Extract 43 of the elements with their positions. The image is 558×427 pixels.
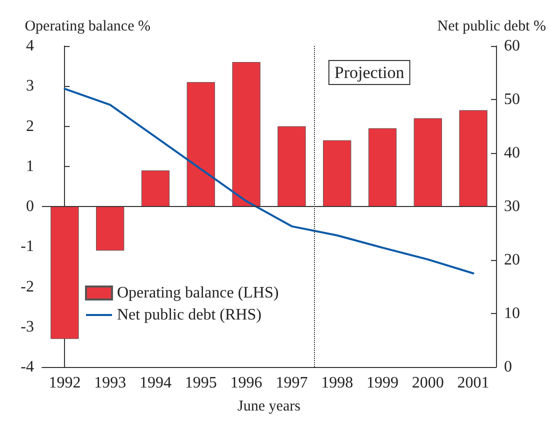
bar [323, 140, 352, 206]
bar [459, 110, 488, 206]
bar [278, 126, 306, 206]
bar [186, 82, 215, 206]
legend-label: Net public debt (RHS) [117, 306, 262, 324]
y-tick-label: 0 [26, 198, 34, 215]
x-tick-label: 1993 [94, 374, 126, 392]
x-tick-label: 2000 [412, 374, 444, 392]
y-tick-label: 1 [26, 158, 34, 175]
y-tick-label: -3 [20, 318, 34, 336]
x-axis-title: June years [238, 398, 301, 414]
bar [96, 206, 124, 251]
y-tick-label: -4 [20, 358, 34, 376]
x-tick-label: 2001 [457, 374, 490, 392]
y2-tick-label: 60 [504, 38, 520, 54]
y-tick-label: 2 [26, 118, 34, 135]
x-tick-label: 1995 [184, 374, 217, 392]
y-tick-label: 4 [26, 38, 34, 54]
bar [368, 128, 397, 206]
bar [50, 206, 79, 339]
y2-tick-label: 10 [504, 305, 520, 322]
bar [232, 62, 260, 206]
y-tick-label: 3 [26, 78, 34, 95]
y2-tick-label: 20 [504, 252, 520, 268]
y-tick-label: -2 [20, 278, 34, 296]
y-tick-label: -1 [20, 238, 34, 256]
bar [414, 118, 442, 206]
x-tick-label: 1994 [140, 374, 172, 392]
bar [141, 170, 170, 206]
y2-tick-label: 40 [504, 144, 520, 162]
y2-tick-label: 50 [504, 91, 520, 108]
y2-axis-title: Net public debt % [437, 18, 546, 34]
legend-label: Operating balance (LHS) [117, 284, 279, 302]
x-tick-label: 1992 [48, 374, 81, 392]
y-axis-title: Operating balance % [24, 18, 150, 34]
line-series [64, 88, 474, 274]
y2-tick-label: 0 [504, 358, 512, 376]
x-tick-label: 1997 [276, 374, 308, 392]
y2-tick-label: 30 [504, 198, 520, 215]
x-tick-label: 1998 [321, 374, 354, 392]
x-tick-label: 1999 [366, 374, 398, 392]
ref-line-label: Projection [334, 63, 405, 82]
x-tick-label: 1996 [230, 374, 262, 392]
